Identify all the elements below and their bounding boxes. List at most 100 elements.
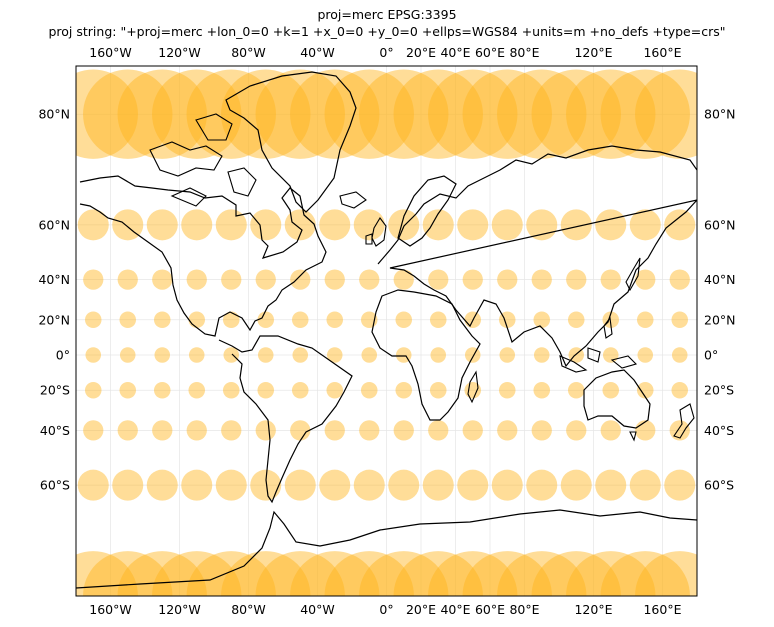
tissot-circle — [497, 551, 587, 596]
tissot-circle — [602, 347, 619, 363]
tissot-circle — [83, 551, 173, 596]
lon-tick-label-top: 60°E — [475, 45, 505, 60]
tissot-circle — [664, 209, 696, 241]
tissot-circle — [600, 420, 621, 441]
tissot-circle — [83, 420, 104, 441]
tissot-circle — [395, 311, 413, 329]
tissot-circle — [428, 269, 449, 290]
tissot-circle — [560, 469, 592, 501]
lat-tick-label-right: 40°S — [704, 423, 734, 438]
tissot-circle — [533, 381, 551, 399]
tissot-circle — [215, 209, 247, 241]
lon-tick-label-bottom: 120°W — [158, 602, 200, 617]
tissot-circle — [497, 420, 518, 441]
coastline-indonesia — [559, 316, 638, 373]
lon-tick-label-bottom: 40°E — [440, 602, 470, 617]
tissot-circle — [664, 469, 696, 501]
lon-tick-label-bottom: 0° — [379, 602, 393, 617]
tissot-circle — [117, 420, 138, 441]
coastline-tasmania — [629, 431, 637, 442]
tissot-circle — [595, 209, 627, 241]
lon-tick-label-bottom: 40°W — [300, 602, 335, 617]
map-title: proj=merc EPSG:3395 — [317, 7, 457, 22]
tissot-circle — [360, 381, 378, 399]
coastline-madagascar — [467, 370, 479, 404]
tissot-circle — [462, 551, 552, 596]
lon-tick-label-bottom: 160°W — [89, 602, 131, 617]
tissot-circle — [326, 347, 343, 363]
tissot-circle — [153, 311, 171, 329]
tissot-circle — [152, 69, 242, 159]
tissot-circle — [491, 209, 523, 241]
tissot-circle — [567, 311, 585, 329]
lon-tick-label-top: 80°E — [509, 45, 539, 60]
coastline-eurasia — [377, 145, 697, 368]
tissot-circle — [566, 269, 587, 290]
tissot-circle — [324, 551, 414, 596]
lat-tick-label-left: 20°N — [38, 312, 70, 327]
lon-tick-label-bottom: 120°E — [574, 602, 612, 617]
lat-tick-label-right: 0° — [704, 348, 718, 363]
coastline-north-america — [79, 175, 327, 337]
tissot-circle — [361, 347, 378, 363]
tissot-circle — [353, 209, 385, 241]
tissot-circle — [186, 69, 276, 159]
tissot-circle — [181, 209, 213, 241]
tissot-circle — [284, 469, 316, 501]
tissot-circle — [393, 269, 414, 290]
tissot-circle — [77, 469, 109, 501]
tissot-circle — [462, 69, 552, 159]
tissot-circle — [464, 381, 482, 399]
tissot-circle — [188, 311, 206, 329]
coastlines — [76, 71, 697, 589]
tissot-circle — [491, 469, 523, 501]
tissot-circle — [422, 469, 454, 501]
lat-tick-label-right: 60°N — [704, 217, 736, 232]
tissot-circle — [359, 269, 380, 290]
lon-tick-label-top: 120°W — [158, 45, 200, 60]
lon-tick-label-top: 120°E — [574, 45, 612, 60]
tissot-circle — [76, 69, 138, 159]
tissot-circle — [531, 269, 552, 290]
tissot-circle — [429, 381, 447, 399]
tissot-circle — [526, 469, 558, 501]
tissot-circle — [119, 311, 137, 329]
coastline-japan — [625, 257, 641, 292]
tissot-circle — [393, 69, 483, 159]
tissot-circle — [602, 381, 620, 399]
tissot-circle — [257, 381, 275, 399]
lat-tick-label-right: 20°N — [704, 312, 736, 327]
tissot-circle — [117, 551, 207, 596]
tissot-circle — [119, 347, 136, 363]
tissot-circle — [428, 551, 518, 596]
tissot-circle — [533, 347, 550, 363]
lon-tick-label-top: 40°E — [440, 45, 470, 60]
tissot-circle — [462, 269, 483, 290]
tissot-circle — [250, 469, 282, 501]
tissot-circle — [422, 209, 454, 241]
tissot-circle — [635, 69, 697, 159]
tissot-circle — [428, 420, 449, 441]
tissot-circle — [531, 420, 552, 441]
lon-tick-label-top: 40°W — [300, 45, 335, 60]
tissot-circle — [671, 347, 688, 363]
tissot-circle — [567, 381, 585, 399]
coastline-africa — [371, 289, 481, 421]
tissot-circle — [531, 69, 621, 159]
coastline-arctic-islands — [149, 113, 257, 207]
lat-tick-label-left: 20°S — [40, 383, 70, 398]
tissot-circle — [290, 69, 380, 159]
tissot-circle — [560, 209, 592, 241]
tissot-circle — [462, 420, 483, 441]
tissot-circle — [388, 469, 420, 501]
tissot-circle — [566, 69, 656, 159]
tissot-circle — [600, 69, 690, 159]
lon-tick-label-top: 20°E — [406, 45, 436, 60]
tissot-circle — [188, 347, 205, 363]
tissot-circle — [629, 469, 661, 501]
tissot-circle — [221, 69, 311, 159]
lon-tick-label-bottom: 160°E — [643, 602, 681, 617]
coastline-iceland — [339, 191, 367, 209]
lat-tick-label-left: 60°S — [40, 478, 70, 493]
tissot-circle — [290, 269, 311, 290]
